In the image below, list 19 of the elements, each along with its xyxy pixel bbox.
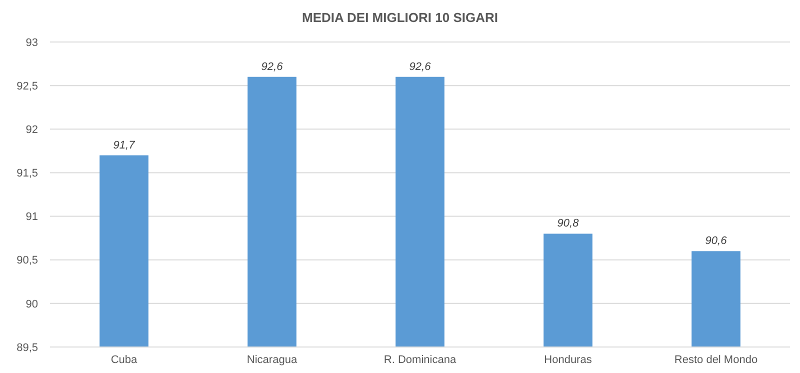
x-tick-label: Honduras (544, 354, 592, 366)
x-tick-label: Nicaragua (246, 354, 298, 366)
y-tick-label: 91,5 (16, 168, 38, 180)
data-label: 90,8 (557, 218, 580, 230)
data-label: 92,6 (261, 60, 284, 73)
x-tick-label: Resto del Mondo (674, 354, 758, 366)
y-tick-label: 90,5 (16, 254, 38, 267)
x-tick-label: Cuba (110, 354, 138, 366)
y-tick-label: 93 (26, 36, 38, 49)
y-tick-label: 92,5 (16, 80, 38, 92)
data-label: 90,6 (705, 235, 728, 248)
chart-title: MEDIA DEI MIGLIORI 10 SIGARI (302, 10, 498, 25)
x-tick-label: R. Dominicana (384, 354, 457, 366)
y-tick-label: 89,5 (16, 342, 38, 354)
y-tick-label: 90 (26, 298, 38, 310)
data-label: 92,6 (409, 60, 432, 73)
data-label: 91,7 (113, 139, 136, 152)
y-tick-label: 91 (26, 211, 38, 224)
y-tick-label: 92 (26, 124, 38, 136)
